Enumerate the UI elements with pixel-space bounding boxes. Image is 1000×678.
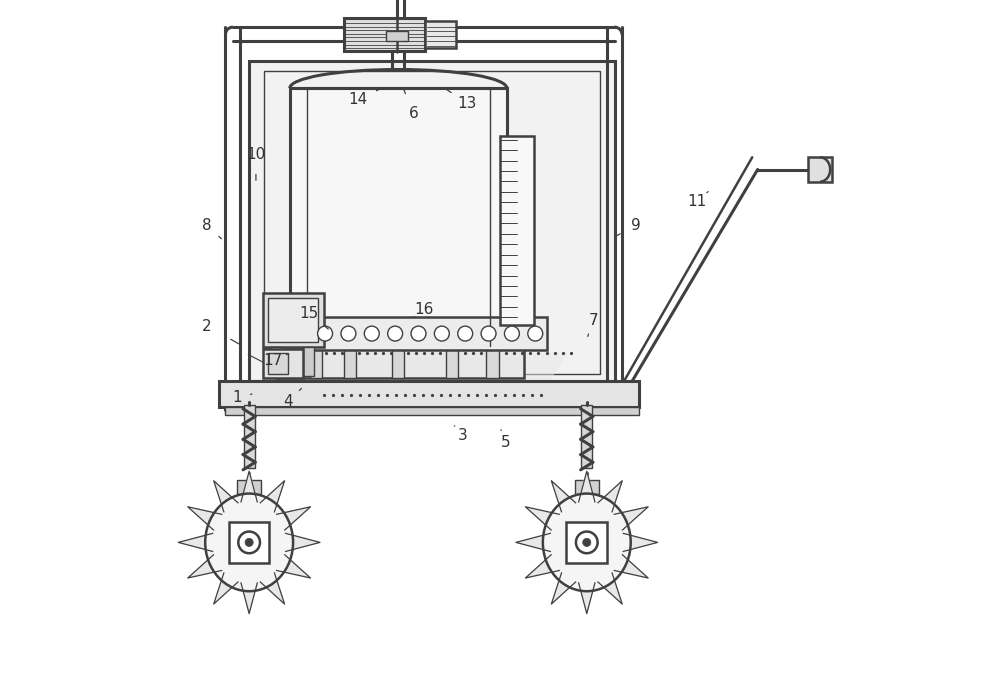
Bar: [808, 157, 832, 182]
Polygon shape: [623, 534, 658, 551]
Circle shape: [458, 326, 473, 341]
Ellipse shape: [205, 494, 293, 591]
Circle shape: [411, 326, 426, 341]
Bar: [392, 346, 404, 378]
Text: 9: 9: [631, 218, 640, 233]
Bar: [249, 61, 615, 381]
Bar: [446, 346, 458, 378]
Text: 7: 7: [589, 313, 598, 327]
Bar: [263, 349, 303, 378]
Text: 15: 15: [299, 306, 318, 321]
Bar: [263, 293, 324, 347]
Circle shape: [388, 326, 403, 341]
Polygon shape: [551, 573, 576, 604]
Bar: [344, 18, 425, 51]
Text: 11: 11: [687, 194, 706, 209]
Circle shape: [504, 326, 519, 341]
Text: 17: 17: [263, 353, 282, 368]
Polygon shape: [598, 481, 622, 512]
Bar: [276, 346, 524, 378]
Polygon shape: [260, 481, 285, 512]
Circle shape: [341, 326, 356, 341]
Bar: [244, 405, 255, 468]
Bar: [229, 522, 269, 563]
Circle shape: [583, 538, 591, 546]
Bar: [303, 347, 314, 376]
Text: 14: 14: [348, 92, 367, 107]
Polygon shape: [598, 573, 622, 604]
Polygon shape: [214, 573, 238, 604]
Text: 5: 5: [501, 435, 510, 450]
Bar: [310, 346, 322, 378]
Polygon shape: [579, 471, 595, 502]
Text: 10: 10: [246, 147, 266, 162]
Bar: [575, 480, 599, 494]
Polygon shape: [551, 481, 576, 512]
Circle shape: [318, 326, 333, 341]
Polygon shape: [516, 534, 550, 551]
Text: 8: 8: [202, 218, 212, 233]
Bar: [268, 353, 288, 374]
Bar: [268, 298, 318, 342]
Bar: [219, 381, 639, 407]
Polygon shape: [188, 555, 222, 578]
Polygon shape: [241, 583, 257, 614]
Polygon shape: [241, 471, 257, 502]
Bar: [310, 317, 547, 350]
Polygon shape: [260, 573, 285, 604]
Polygon shape: [579, 583, 595, 614]
Bar: [271, 347, 282, 376]
Bar: [500, 136, 534, 325]
Text: 13: 13: [458, 96, 477, 111]
Bar: [344, 346, 356, 378]
Polygon shape: [614, 507, 648, 530]
Bar: [486, 346, 499, 378]
Polygon shape: [277, 555, 310, 578]
Polygon shape: [525, 507, 559, 530]
Polygon shape: [178, 534, 213, 551]
Text: 4: 4: [284, 394, 293, 409]
Ellipse shape: [543, 494, 631, 591]
Bar: [566, 522, 607, 563]
Circle shape: [576, 532, 598, 553]
Circle shape: [481, 326, 496, 341]
Bar: [290, 88, 507, 346]
Circle shape: [245, 538, 253, 546]
Circle shape: [364, 326, 379, 341]
Polygon shape: [188, 507, 222, 530]
Polygon shape: [525, 555, 559, 578]
Polygon shape: [286, 534, 320, 551]
Bar: [425, 21, 456, 48]
Text: 6: 6: [409, 106, 419, 121]
Circle shape: [528, 326, 543, 341]
Text: 3: 3: [458, 428, 468, 443]
Bar: [237, 480, 261, 494]
Polygon shape: [297, 353, 568, 397]
Bar: [264, 71, 600, 374]
Circle shape: [434, 326, 449, 341]
Polygon shape: [614, 555, 648, 578]
Text: 16: 16: [414, 302, 434, 317]
Bar: [386, 31, 408, 41]
Text: 1: 1: [233, 391, 242, 405]
Polygon shape: [214, 481, 238, 512]
Text: 2: 2: [202, 319, 212, 334]
Bar: [225, 407, 639, 415]
Polygon shape: [277, 507, 310, 530]
Circle shape: [238, 532, 260, 553]
Bar: [581, 405, 592, 468]
